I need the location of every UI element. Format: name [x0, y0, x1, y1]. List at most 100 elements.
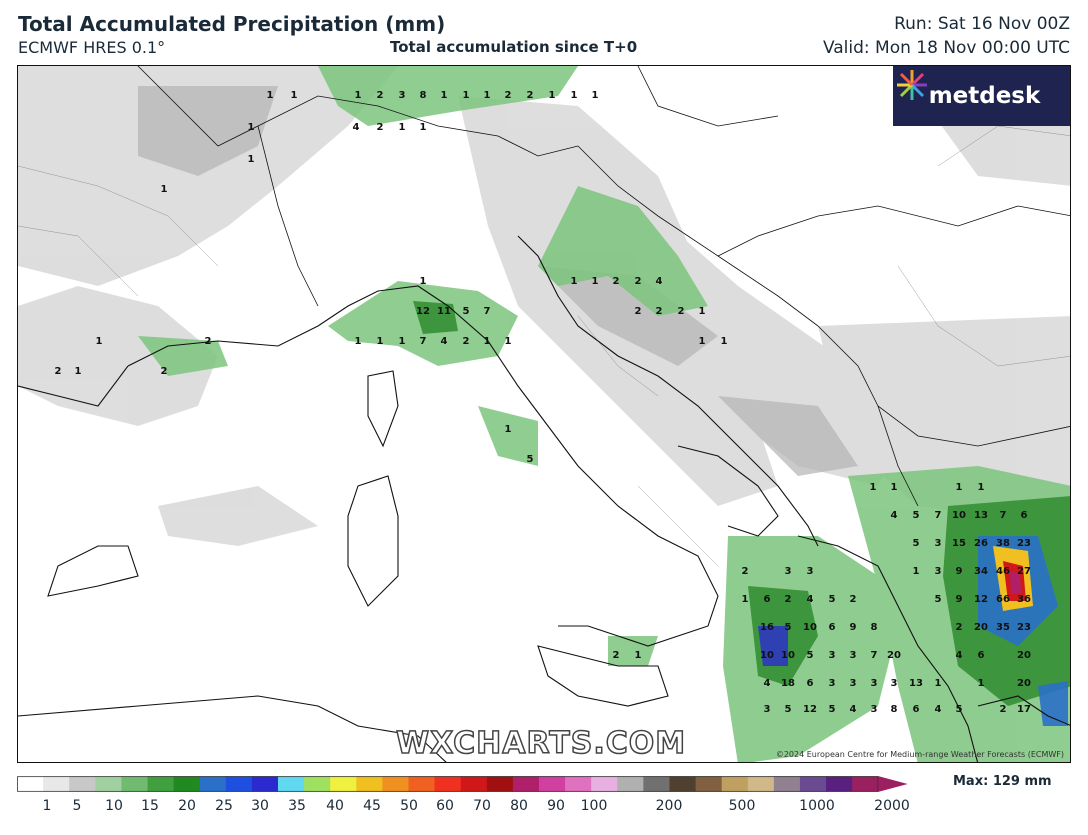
precip-value-label: 7: [484, 306, 491, 317]
color-scale-tick-label: 30: [251, 798, 269, 814]
precip-value-label: 12: [803, 704, 817, 715]
precip-value-label: 2: [161, 366, 168, 377]
precip-value-label: 16: [760, 622, 774, 633]
precip-value-label: 18: [781, 678, 795, 689]
color-scale-tick-label: 2000: [874, 798, 910, 814]
precip-value-label: 2: [785, 594, 792, 605]
precip-value-label: 1: [742, 594, 749, 605]
color-scale-tick-label: 40: [326, 798, 344, 814]
color-scale-tick-label: 100: [580, 798, 608, 814]
color-scale-bar: [17, 776, 908, 792]
precip-value-label: 20: [887, 650, 901, 661]
precip-value-label: 4: [891, 510, 898, 521]
color-scale-tick-label: 45: [363, 798, 381, 814]
precip-value-label: 1: [355, 336, 362, 347]
precip-value-label: 1: [571, 276, 578, 287]
precip-value-label: 1: [592, 276, 599, 287]
color-scale-segment: [382, 776, 409, 792]
run-label: Run: Sat 16 Nov 00Z: [894, 14, 1070, 34]
precip-value-label: 1: [248, 122, 255, 133]
precip-value-label: 10: [781, 650, 795, 661]
precip-value-label: 8: [871, 622, 878, 633]
precip-value-label: 1: [956, 482, 963, 493]
color-scale-segment: [747, 776, 775, 792]
precip-value-label: 13: [909, 678, 923, 689]
precip-value-label: 2: [613, 276, 620, 287]
precip-value-label: 2: [613, 650, 620, 661]
precip-value-label: 36: [1017, 594, 1031, 605]
color-scale-segment: [486, 776, 514, 792]
precip-value-label: 5: [785, 704, 792, 715]
precip-value-label: 8: [891, 704, 898, 715]
color-scale-segment: [512, 776, 540, 792]
precip-value-label: 2: [635, 306, 642, 317]
precip-value-label: 1: [291, 90, 298, 101]
precip-value-label: 4: [764, 678, 771, 689]
color-scale-tick-label: 1000: [799, 798, 835, 814]
copyright-notice: ©2024 European Centre for Medium-range W…: [775, 750, 1064, 759]
precip-value-label: 1: [441, 90, 448, 101]
precip-value-label: 3: [829, 678, 836, 689]
precip-value-label: 23: [1017, 622, 1031, 633]
precip-value-label: 5: [527, 454, 534, 465]
precip-value-label: 1: [75, 366, 82, 377]
precip-value-label: 6: [978, 650, 985, 661]
precip-value-label: 3: [829, 650, 836, 661]
color-scale-segment: [565, 776, 592, 792]
color-scale-segment: [538, 776, 566, 792]
color-scale-segment: [669, 776, 697, 792]
precip-value-label: 3: [871, 678, 878, 689]
precip-value-label: 3: [850, 650, 857, 661]
color-scale-segment: [225, 776, 253, 792]
precipitation-map[interactable]: 1 1 1 2 3 8 1 1 1 2 2 1 1 1 1 4 2 1 1 1 1 1 12 11 5 7 1 1 1 7 4 2 1 1 1 2 2 1…: [17, 65, 1071, 763]
color-scale-tick-label: 5: [72, 798, 82, 814]
color-scale-segment: [43, 776, 70, 792]
precip-value-label: 4: [441, 336, 448, 347]
precip-value-label: 1: [870, 482, 877, 493]
color-scale-extension-arrow: [878, 776, 908, 792]
color-scale-segment: [330, 776, 357, 792]
precip-value-label: 4: [807, 594, 814, 605]
precip-value-label: 5: [463, 306, 470, 317]
precip-value-label: 2: [742, 566, 749, 577]
precip-value-label: 1: [420, 276, 427, 287]
color-scale-segment: [773, 776, 801, 792]
precip-value-label: 7: [871, 650, 878, 661]
precip-value-label: 3: [785, 566, 792, 577]
coastlines: [18, 235, 1070, 762]
precip-value-label: 46: [996, 566, 1010, 577]
precip-value-label: 5: [913, 510, 920, 521]
color-scale-tick-label: 50: [400, 798, 418, 814]
precip-value-label: 3: [850, 678, 857, 689]
precip-value-label: 2: [527, 90, 534, 101]
precip-value-label: 35: [996, 622, 1010, 633]
admin-borders: [18, 125, 1070, 567]
precip-value-label: 6: [1021, 510, 1028, 521]
intense-precip-shading: [758, 536, 1068, 726]
color-scale-segment: [643, 776, 670, 792]
chart-subtitle: Total accumulation since T+0: [390, 38, 638, 56]
color-scale-tick-label: 35: [288, 798, 306, 814]
precip-value-label: 8: [420, 90, 427, 101]
precip-value-label: 5: [935, 594, 942, 605]
precip-value-label: 3: [399, 90, 406, 101]
color-scale-segment: [199, 776, 227, 792]
precip-value-label: 6: [913, 704, 920, 715]
precip-value-label: 1: [248, 154, 255, 165]
precip-value-label: 2: [377, 122, 384, 133]
precip-value-label: 27: [1017, 566, 1031, 577]
color-scale-segment: [95, 776, 122, 792]
precip-value-label: 10: [760, 650, 774, 661]
chart-title: Total Accumulated Precipitation (mm): [18, 12, 446, 36]
watermark: WXCHARTS.COM: [395, 725, 687, 762]
precip-value-label: 1: [484, 336, 491, 347]
precip-value-label: 1: [420, 122, 427, 133]
color-scale-tick-label: 25: [215, 798, 233, 814]
precip-value-label: 4: [353, 122, 360, 133]
precip-value-label: 2: [55, 366, 62, 377]
precip-value-label: 3: [871, 704, 878, 715]
precip-value-label: 2: [463, 336, 470, 347]
precip-value-label: 2: [205, 336, 212, 347]
